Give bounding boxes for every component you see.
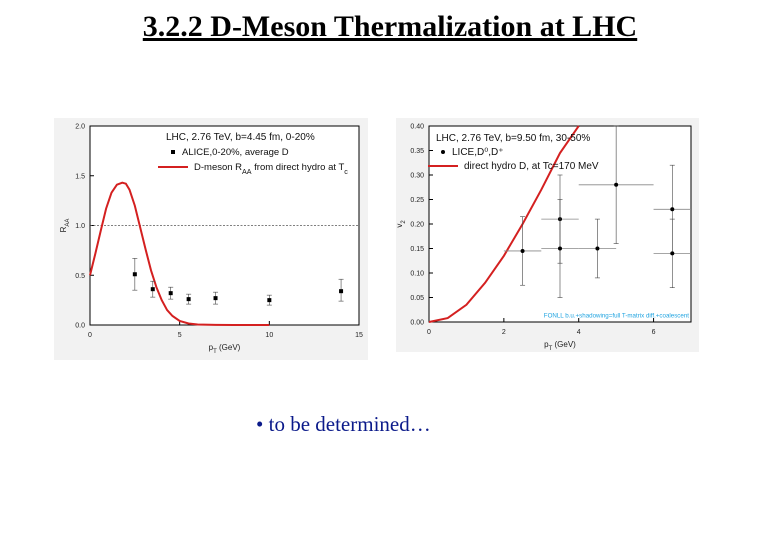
legend-marker-swatch — [441, 150, 445, 154]
data-point — [595, 246, 600, 251]
hydro-curve — [428, 125, 580, 323]
y-tick-label: 0.10 — [410, 271, 424, 278]
v2-chart: 0 2 4 6 0.00 0.05 0.10 0.15 0.20 0.25 0.30 0.35 0.40… — [396, 124, 692, 352]
legend-entry-label: direct hydro D, at Tc=170 MeV — [464, 161, 599, 172]
x-tick-label: 2 — [502, 329, 506, 336]
y-tick-label: 0.0 — [75, 323, 85, 330]
slide-title: 3.2.2 D-Meson Thermalization at LHC — [142, 10, 638, 43]
y-tick-label: 0.30 — [410, 173, 424, 180]
data-point — [614, 182, 619, 187]
legend-title: LHC, 2.76 TeV, b=9.50 fm, 30-50% — [436, 133, 590, 144]
y-tick-label: 1.5 — [75, 173, 85, 180]
y-tick-label: 0.15 — [410, 246, 424, 253]
x-tick-label: 4 — [577, 329, 581, 336]
y-axis-label: v2 — [396, 220, 407, 228]
legend-title: LHC, 2.76 TeV, b=4.45 fm, 0-20% — [166, 132, 315, 143]
y-tick-label: 0.05 — [410, 295, 424, 302]
band-label: FONLL b.u.+shadowing=full T-matrix diff.… — [544, 313, 689, 320]
raa-chart: 0 5 10 15 0.0 0.5 1.0 1.5 2.0 pT (GeV) RAA LHC, 2.7… — [59, 124, 363, 356]
x-axis-label: pT (GeV) — [544, 340, 576, 352]
x-tick-label: 0 — [88, 332, 92, 339]
x-tick-label: 6 — [652, 329, 656, 336]
x-tick-label: 5 — [178, 332, 182, 339]
y-axis-label: RAA — [59, 219, 71, 233]
data-point — [186, 297, 191, 302]
y-tick-label: 0.20 — [410, 222, 424, 229]
y-tick-label: 0.5 — [75, 273, 85, 280]
data-point — [150, 287, 155, 292]
data-point — [168, 291, 173, 296]
bullet-text: to be determined… — [268, 412, 431, 436]
x-tick-label: 10 — [265, 332, 273, 339]
legend-entry-label: D-meson RAA from direct hydro at Tc — [194, 162, 348, 176]
data-point — [558, 246, 562, 251]
y-tick-label: 0.40 — [410, 124, 424, 131]
raa-chart-panel: 0 5 10 15 0.0 0.5 1.0 1.5 2.0 pT (GeV) RAA LHC, 2.7… — [54, 118, 368, 360]
y-tick-label: 1.0 — [75, 223, 85, 230]
data-point — [339, 289, 344, 294]
hydro-curve — [89, 181, 270, 326]
x-tick-label: 0 — [427, 329, 431, 336]
y-tick-label: 2.0 — [75, 124, 85, 131]
data-point — [670, 207, 675, 212]
data-point — [520, 248, 525, 253]
legend-entry-label: ALICE,0-20%, average D — [182, 147, 289, 158]
y-tick-label: 0.00 — [410, 320, 424, 327]
x-axis-label: pT (GeV) — [209, 343, 241, 355]
data-point — [132, 272, 137, 277]
data-point — [213, 296, 218, 301]
y-tick-label: 0.35 — [410, 148, 424, 155]
data-point — [267, 298, 272, 303]
bullet-mark: • — [256, 412, 264, 436]
x-tick-label: 15 — [355, 332, 363, 339]
data-point — [670, 251, 675, 256]
y-tick-label: 0.25 — [410, 197, 424, 204]
legend-marker-swatch — [171, 150, 175, 154]
legend-entry-label: LICE,D⁰,D⁺ — [452, 147, 504, 158]
bullet-item: • to be determined… — [256, 412, 431, 437]
v2-chart-panel: 0 2 4 6 0.00 0.05 0.10 0.15 0.20 0.25 0.30 0.35 0.40… — [396, 118, 699, 352]
